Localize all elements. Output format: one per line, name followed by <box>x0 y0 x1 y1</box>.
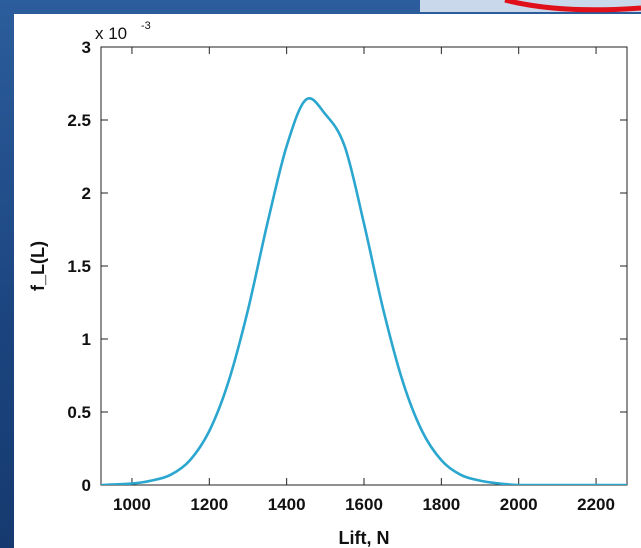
y-tick-label: 0.5 <box>67 403 91 422</box>
x-axis: 1000 1200 1400 1600 1800 2000 2200 <box>113 47 615 514</box>
y-tick-label: 2 <box>82 184 91 203</box>
y-exponent-base: x 10 <box>95 24 127 43</box>
x-tick-label: 2200 <box>577 495 615 514</box>
x-tick-label: 1200 <box>190 495 228 514</box>
red-swoosh-decoration <box>504 0 641 13</box>
chart-panel <box>14 14 641 548</box>
x-tick-label: 1800 <box>422 495 460 514</box>
x-tick-label: 1600 <box>345 495 383 514</box>
x-tick-label: 2000 <box>500 495 538 514</box>
x-tick-label: 1000 <box>113 495 151 514</box>
x-tick-label: 1400 <box>268 495 306 514</box>
series-line <box>101 97 627 485</box>
y-axis-title: f_L(L) <box>28 241 48 291</box>
y-axis: 0 0.5 1 1.5 2 2.5 3 <box>67 38 627 495</box>
x-axis-title: Lift, N <box>339 528 390 548</box>
y-tick-label: 1.5 <box>67 257 91 276</box>
slide-decor <box>504 0 641 13</box>
y-tick-label: 1 <box>82 330 91 349</box>
y-tick-label: 2.5 <box>67 111 91 130</box>
y-tick-label: 3 <box>82 38 91 57</box>
plot-area <box>100 46 628 486</box>
y-exponent-power: -3 <box>141 20 151 32</box>
y-tick-label: 0 <box>82 476 91 495</box>
